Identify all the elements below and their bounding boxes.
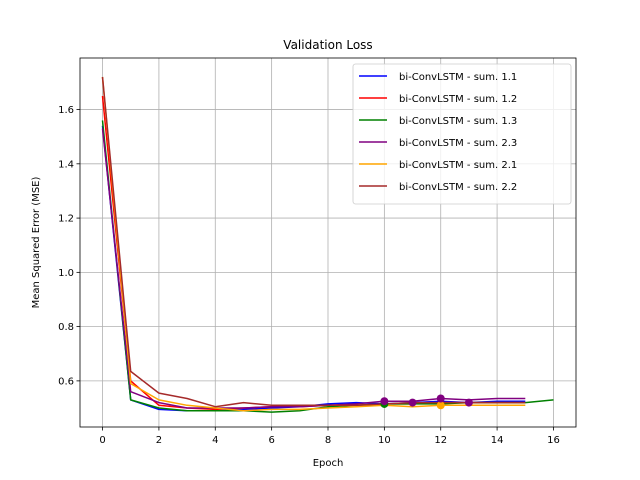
series-marker [408,398,417,407]
x-tick-label: 12 [434,435,447,446]
x-tick-label: 10 [378,435,391,446]
series-marker [436,394,445,403]
x-tick-label: 4 [212,435,218,446]
x-tick-label: 6 [268,435,274,446]
legend-label: bi-ConvLSTM - sum. 1.1 [399,72,517,83]
y-tick-label: 0.8 [58,322,74,333]
y-tick-label: 1.2 [58,214,74,225]
x-tick-label: 8 [325,435,331,446]
legend: bi-ConvLSTM - sum. 1.1 bi-ConvLSTM - sum.… [352,63,572,205]
y-axis-title: Mean Squared Error (MSE) [31,177,42,309]
series-line-6 [101,76,526,408]
y-tick-label: 1.0 [58,268,74,279]
x-axis-title: Epoch [313,458,344,469]
marker-layer [380,394,473,410]
x-tick-label: 0 [99,435,105,446]
y-tick-label: 1.6 [58,105,74,116]
chart-title: Validation Loss [283,38,372,52]
series-marker [436,401,445,410]
legend-label: bi-ConvLSTM - sum. 2.3 [399,138,517,149]
ticks: 0 2 4 6 8 10 12 14 16 0.6 0.8 1.0 1.2 1.4 1.6 [58,105,560,446]
legend-label: bi-ConvLSTM - sum. 1.3 [399,116,517,127]
series-marker [464,398,473,407]
x-tick-label: 2 [156,435,162,446]
y-tick-label: 0.6 [58,376,74,387]
series-line-5 [101,76,526,412]
x-tick-label: 16 [547,435,560,446]
series-layer [101,76,554,413]
legend-label: bi-ConvLSTM - sum. 2.2 [399,182,517,193]
legend-label: bi-ConvLSTM - sum. 1.2 [399,94,517,105]
x-tick-label: 14 [491,435,504,446]
legend-frame [352,63,572,205]
legend-label: bi-ConvLSTM - sum. 2.1 [399,160,517,171]
series-marker [380,397,389,406]
y-tick-label: 1.4 [58,159,74,170]
